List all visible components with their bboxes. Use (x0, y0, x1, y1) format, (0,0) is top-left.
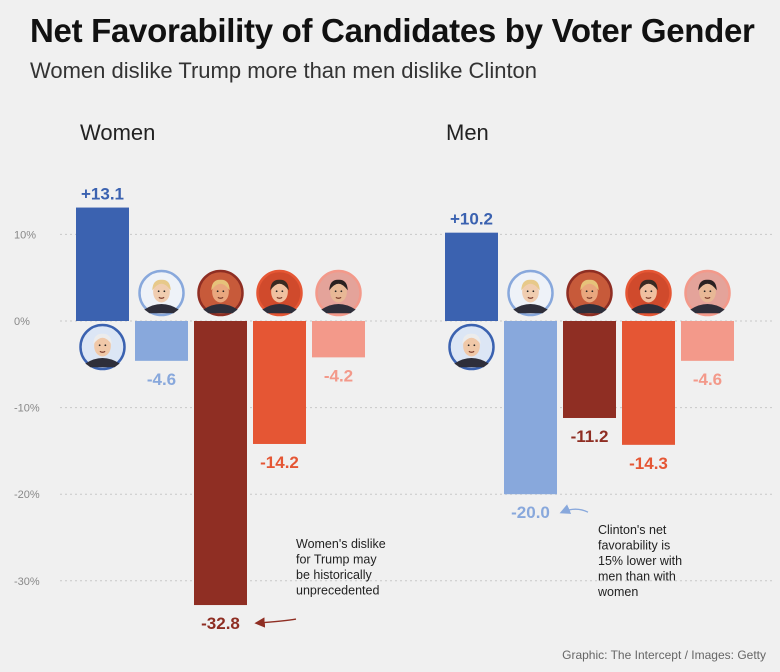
clinton-portrait-icon (138, 269, 185, 317)
sanders-portrait-icon (448, 323, 495, 371)
bars (76, 207, 734, 606)
chart-title: Net Favorability of Candidates by Voter … (30, 12, 755, 49)
panel-title: Men (446, 120, 489, 145)
image-credit: Graphic: The Intercept / Images: Getty (562, 648, 766, 662)
bar-men-rubio (681, 321, 734, 361)
y-tick-label: -30% (14, 576, 40, 588)
y-tick-label: -10% (14, 403, 40, 415)
trump-portrait-icon (197, 269, 244, 317)
chart-subtitle: Women dislike Trump more than men dislik… (30, 58, 538, 83)
bar-value-label: -4.6 (147, 370, 176, 389)
bar-men-trump (563, 321, 616, 418)
clinton-portrait-icon (507, 269, 554, 317)
rubio-portrait-icon (315, 269, 362, 317)
bar-women-rubio (312, 321, 365, 358)
bar-value-label: -20.0 (511, 503, 550, 522)
bar-value-label: -4.2 (324, 366, 353, 385)
bar-women-cruz (253, 321, 306, 444)
bar-value-label: -14.2 (260, 453, 299, 472)
bar-women-trump (194, 321, 247, 606)
bar-men-clinton (504, 321, 557, 495)
sanders-portrait-icon (79, 323, 126, 371)
bar-value-label: +13.1 (81, 185, 124, 204)
y-tick-label: 10% (14, 229, 36, 241)
y-tick-label: -20% (14, 489, 40, 501)
bar-value-label: -32.8 (201, 614, 240, 633)
cruz-portrait-icon (625, 269, 672, 317)
bar-value-label: -11.2 (571, 427, 609, 446)
bar-men-sanders (445, 232, 498, 321)
cruz-portrait-icon (256, 269, 303, 317)
bar-men-cruz (622, 321, 675, 445)
bar-women-sanders (76, 207, 129, 321)
annotation-arrow (559, 504, 589, 514)
trump-portrait-icon (566, 269, 613, 317)
bar-women-clinton (135, 321, 188, 361)
annotation-text: Clinton's net favorability is 15% lower wi… (597, 523, 682, 599)
bar-value-label: -4.6 (693, 370, 722, 389)
panel-title: Women (80, 120, 155, 145)
bar-value-label: -14.3 (629, 454, 668, 473)
annotation-arrow (254, 617, 297, 628)
bar-value-label: +10.2 (450, 210, 493, 229)
y-tick-label: 0% (14, 316, 30, 328)
labels: Women +13.1 -4.6 -32.8 -14.2 -4.2 Women's disl… (79, 120, 731, 633)
annotation-text: Women's dislike for Trump may be historica… (296, 537, 386, 598)
rubio-portrait-icon (684, 269, 731, 317)
